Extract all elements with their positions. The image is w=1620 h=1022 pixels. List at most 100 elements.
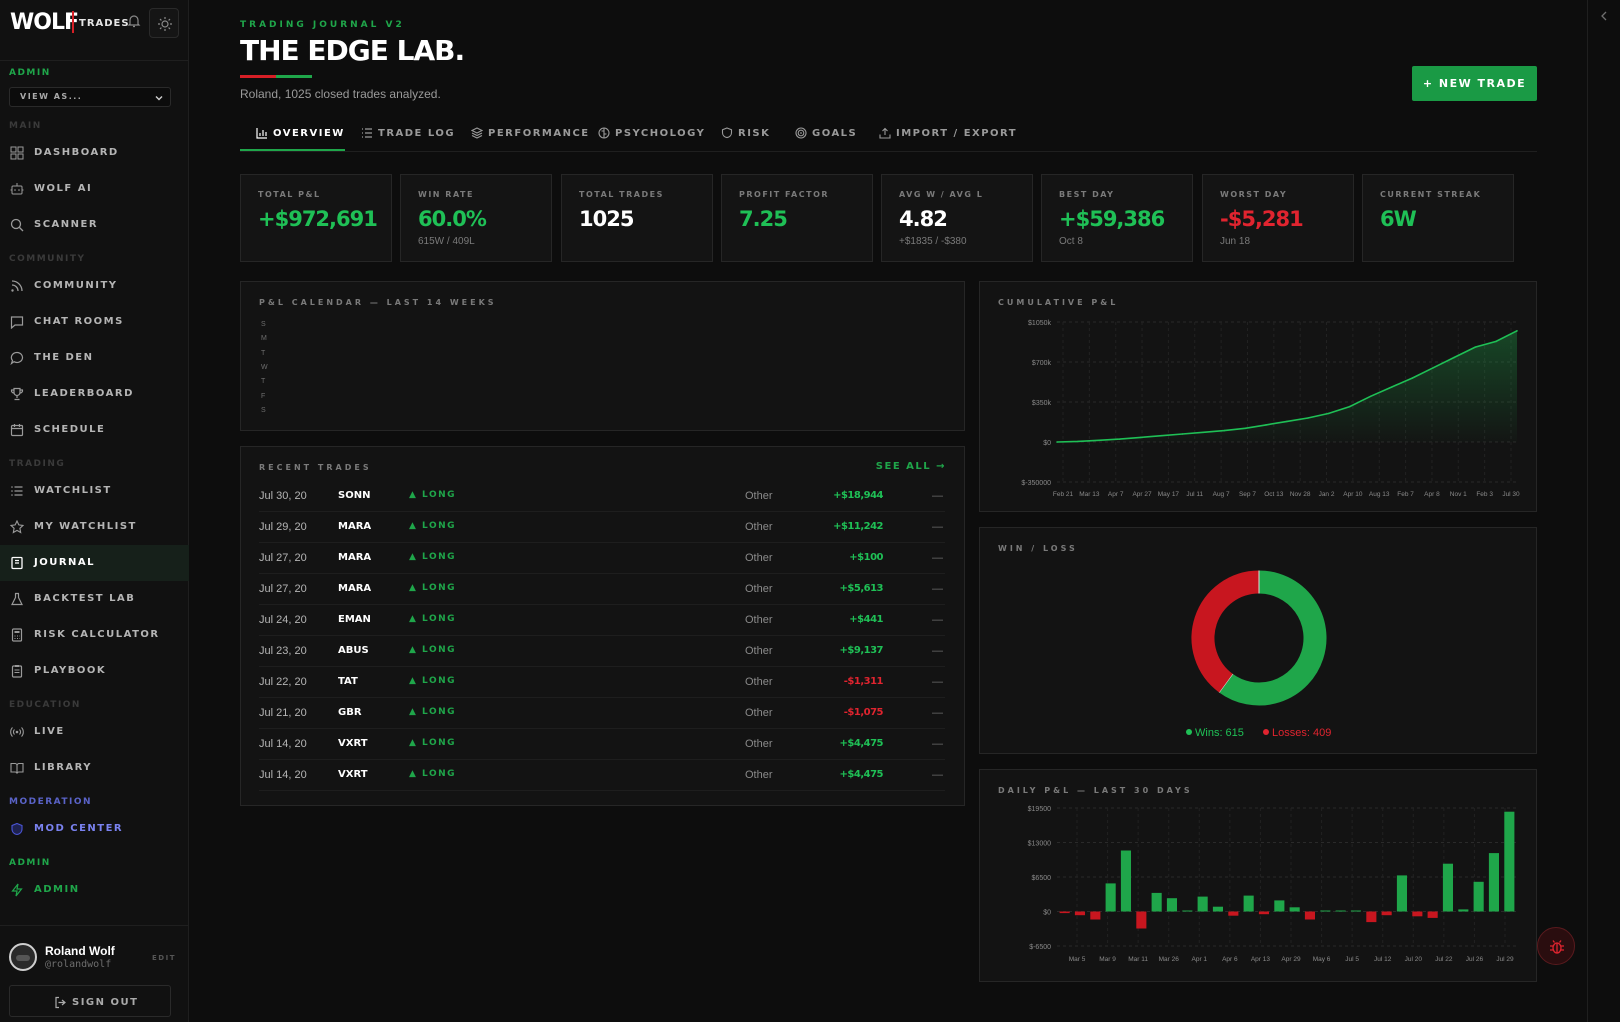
tab-import-export[interactable]: IMPORT / EXPORT (863, 118, 1016, 151)
logo[interactable]: WOLF (10, 10, 79, 35)
bar[interactable] (1289, 907, 1300, 912)
trade-pnl: +$4,475 (839, 738, 884, 749)
sidebar-item-backtest-lab[interactable]: BACKTEST LAB (0, 581, 189, 617)
brand: WOLF TRADES (10, 8, 180, 38)
table-row[interactable]: Jul 23, 20 ABUS ▲ LONG Other +$9,137 — (259, 636, 945, 667)
area-fill (1057, 330, 1517, 442)
legend-losses-label: Losses: 409 (1272, 727, 1332, 739)
trade-note: — (932, 521, 943, 533)
sidebar-item-playbook[interactable]: PLAYBOOK (0, 653, 189, 689)
bar[interactable] (1304, 911, 1315, 920)
bar[interactable] (1243, 895, 1254, 912)
bar[interactable] (1381, 911, 1392, 916)
sidebar-item-wolf-ai[interactable]: WOLF AI (0, 171, 189, 207)
bar[interactable] (1105, 883, 1116, 912)
bar[interactable] (1059, 911, 1070, 914)
tab-psychology[interactable]: PSYCHOLOGY (582, 118, 705, 151)
edit-profile-button[interactable]: EDIT (152, 954, 176, 962)
tab-goals[interactable]: GOALS (779, 118, 863, 151)
daily-pnl-panel: DAILY P&L — LAST 30 DAYS $19500 $13000 $65… (979, 769, 1537, 982)
bell-icon[interactable] (126, 13, 142, 29)
data-point (1202, 431, 1205, 434)
slice-separator (1218, 673, 1234, 693)
sign-out-label: SIGN OUT (72, 997, 139, 1008)
sidebar-item-the-den[interactable]: THE DEN (0, 340, 189, 376)
bar[interactable] (1320, 910, 1331, 912)
bar[interactable] (1197, 896, 1208, 912)
bar[interactable] (1473, 881, 1484, 912)
sidebar-item-dashboard[interactable]: DASHBOARD (0, 135, 189, 171)
stat-label: BEST DAY (1059, 190, 1115, 199)
list-icon (362, 128, 372, 138)
table-row[interactable]: Jul 21, 20 GBR ▲ LONG Other -$1,075 — (259, 698, 945, 729)
sidebar-item-watchlist[interactable]: WATCHLIST (0, 473, 189, 509)
bar[interactable] (1335, 910, 1346, 912)
avatar[interactable] (9, 943, 37, 971)
sidebar-item-leaderboard[interactable]: LEADERBOARD (0, 376, 189, 412)
tab-label: TRADE LOG (378, 128, 456, 139)
bar[interactable] (1412, 911, 1423, 917)
bar[interactable] (1274, 900, 1285, 912)
table-row[interactable]: Jul 14, 20 VXRT ▲ LONG Other +$4,475 — (259, 760, 945, 791)
sidebar-item-admin[interactable]: ADMIN (0, 872, 189, 908)
sidebar-item-label: SCANNER (34, 219, 99, 230)
bar[interactable] (1228, 911, 1239, 916)
pie-slice[interactable] (1191, 570, 1260, 693)
bar[interactable] (1166, 898, 1177, 912)
sidebar-item-risk-calculator[interactable]: RISK CALCULATOR (0, 617, 189, 653)
sidebar-item-my-watchlist[interactable]: MY WATCHLIST (0, 509, 189, 545)
trade-pnl: +$9,137 (839, 645, 884, 656)
table-row[interactable]: Jul 14, 20 VXRT ▲ LONG Other +$4,475 — (259, 729, 945, 760)
sidebar-item-live[interactable]: LIVE (0, 714, 189, 750)
bar[interactable] (1350, 910, 1361, 912)
stat-card: TOTAL P&L +$972,691 (240, 174, 392, 262)
user-profile[interactable]: Roland Wolf @rolandwolf EDIT (9, 940, 179, 974)
new-trade-button[interactable]: + NEW TRADE (1412, 66, 1537, 101)
sidebar-item-community[interactable]: COMMUNITY (0, 268, 189, 304)
report-bug-button[interactable] (1537, 927, 1575, 965)
chevron-left-icon[interactable] (1598, 10, 1610, 22)
bar[interactable] (1427, 911, 1438, 918)
pie-slice[interactable] (1219, 570, 1327, 706)
bar[interactable] (1136, 911, 1147, 929)
table-row[interactable]: Jul 24, 20 EMAN ▲ LONG Other +$441 — (259, 605, 945, 636)
x-tick-label: Apr 13 (1251, 956, 1271, 963)
sign-out-button[interactable]: SIGN OUT (9, 985, 171, 1017)
bar[interactable] (1074, 911, 1085, 916)
theme-toggle-button[interactable] (149, 8, 179, 38)
trade-date: Jul 27, 20 (259, 552, 307, 564)
sidebar-item-chat-rooms[interactable]: CHAT ROOMS (0, 304, 189, 340)
stat-card: WORST DAY -$5,281 Jun 18 (1202, 174, 1354, 262)
y-tick-label: $-6500 (1029, 944, 1051, 951)
bar[interactable] (1366, 911, 1377, 923)
bar[interactable] (1120, 850, 1131, 912)
sidebar-item-library[interactable]: LIBRARY (0, 750, 189, 786)
bar[interactable] (1442, 863, 1453, 912)
tab-performance[interactable]: PERFORMANCE (455, 118, 588, 151)
bar[interactable] (1212, 906, 1223, 912)
x-tick-label: Mar 11 (1128, 956, 1148, 963)
bar[interactable] (1182, 910, 1193, 912)
table-row[interactable]: Jul 27, 20 MARA ▲ LONG Other +$5,613 — (259, 574, 945, 605)
bar[interactable] (1488, 853, 1499, 912)
sidebar-item-scanner[interactable]: SCANNER (0, 207, 189, 243)
view-as-select[interactable]: VIEW AS... (9, 87, 171, 107)
tab-trade-log[interactable]: TRADE LOG (345, 118, 455, 151)
sidebar-item-journal[interactable]: JOURNAL (0, 545, 189, 581)
bar[interactable] (1396, 875, 1407, 912)
bar[interactable] (1151, 892, 1162, 912)
sidebar-item-schedule[interactable]: SCHEDULE (0, 412, 189, 448)
bar[interactable] (1458, 909, 1469, 912)
table-row[interactable]: Jul 29, 20 MARA ▲ LONG Other +$11,242 — (259, 512, 945, 543)
table-row[interactable]: Jul 30, 20 SONN ▲ LONG Other +$18,944 — (259, 481, 945, 512)
tab-risk[interactable]: RISK (705, 118, 779, 151)
see-all-link[interactable]: SEE ALL → (875, 461, 946, 472)
sidebar-item-label: LEADERBOARD (34, 388, 134, 399)
bar[interactable] (1090, 911, 1101, 920)
bar[interactable] (1258, 911, 1269, 915)
table-row[interactable]: Jul 22, 20 TAT ▲ LONG Other -$1,311 — (259, 667, 945, 698)
bar[interactable] (1504, 811, 1515, 912)
table-row[interactable]: Jul 27, 20 MARA ▲ LONG Other +$100 — (259, 543, 945, 574)
sidebar-item-mod-center[interactable]: MOD CENTER (0, 811, 189, 847)
tab-overview[interactable]: OVERVIEW (240, 118, 345, 151)
